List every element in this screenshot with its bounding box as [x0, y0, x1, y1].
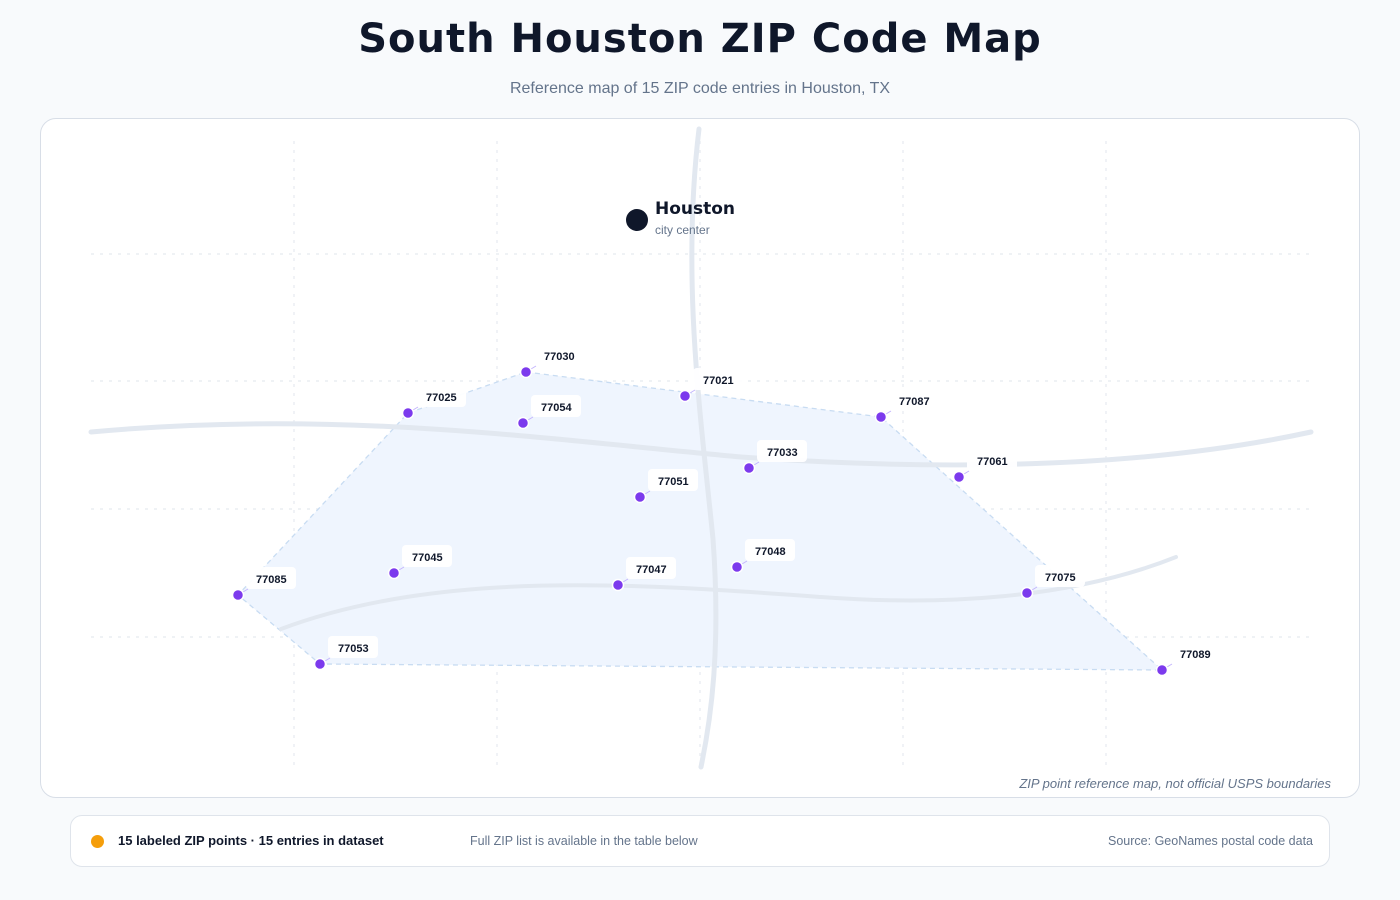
page-title: South Houston ZIP Code Map — [358, 16, 1042, 62]
city-center-marker[interactable]: Houston city center — [626, 199, 735, 237]
zip-point[interactable] — [519, 365, 533, 379]
zip-label-background — [246, 567, 296, 589]
zip-point[interactable] — [678, 389, 692, 403]
zip-marker[interactable]: 77021 — [678, 368, 744, 403]
zip-label-background — [416, 385, 466, 407]
legend-dot-icon — [91, 835, 104, 848]
zip-label: 77033 — [767, 447, 798, 459]
zip-marker[interactable]: 77025 — [401, 385, 467, 420]
zip-point[interactable] — [313, 657, 327, 671]
zip-point[interactable] — [387, 566, 401, 580]
zip-label: 77051 — [658, 476, 689, 488]
road-north-south — [689, 126, 719, 770]
city-name: Houston — [655, 199, 735, 219]
legend-count: 15 labeled ZIP points · 15 entries in da… — [118, 833, 384, 848]
zip-marker[interactable]: 77061 — [952, 449, 1018, 484]
zip-marker[interactable]: 77053 — [313, 636, 379, 671]
road-south — [279, 555, 1178, 631]
zip-point[interactable] — [1020, 586, 1034, 600]
zip-label-background — [534, 344, 584, 366]
zip-label-background — [745, 539, 795, 561]
legend-bar: 15 labeled ZIP points · 15 entries in da… — [70, 815, 1330, 867]
data-source: Source: GeoNames postal code data — [1108, 834, 1313, 848]
zip-label: 77053 — [338, 643, 369, 655]
page-subtitle: Reference map of 15 ZIP code entries in … — [509, 80, 891, 97]
zip-marker[interactable]: 77047 — [611, 557, 677, 592]
zip-label: 77030 — [544, 351, 575, 363]
zip-label-background — [693, 368, 743, 390]
zip-label: 77054 — [541, 402, 572, 414]
zip-label: 77085 — [256, 574, 287, 586]
map-canvas[interactable]: Houston city center 77030 77021 77087 77025… — [41, 119, 1359, 797]
city-caption: city center — [655, 223, 710, 237]
zip-label-background — [626, 557, 676, 579]
zip-label-background — [648, 469, 698, 491]
zip-label-background — [1035, 565, 1085, 587]
zip-point[interactable] — [952, 470, 966, 484]
city-center-dot — [626, 209, 648, 231]
zip-label: 77089 — [1180, 649, 1211, 661]
zip-marker[interactable]: 77085 — [231, 567, 297, 602]
zip-point[interactable] — [1155, 663, 1169, 677]
zip-point[interactable] — [874, 410, 888, 424]
road-east-west — [88, 421, 1314, 468]
zip-marker[interactable]: 77048 — [730, 539, 796, 574]
zip-label: 77061 — [977, 456, 1008, 468]
zip-label: 77075 — [1045, 572, 1076, 584]
zip-label: 77045 — [412, 552, 443, 564]
zip-marker[interactable]: 77033 — [742, 440, 808, 475]
zip-point[interactable] — [742, 461, 756, 475]
roads — [88, 126, 1314, 770]
zip-point[interactable] — [231, 588, 245, 602]
map-disclaimer: ZIP point reference map, not official US… — [1019, 776, 1331, 791]
zip-marker[interactable]: 77051 — [633, 469, 699, 504]
zip-point[interactable] — [401, 406, 415, 420]
zip-list-note: Full ZIP list is available in the table … — [470, 834, 698, 848]
zip-point[interactable] — [633, 490, 647, 504]
zip-label: 77048 — [755, 546, 786, 558]
zip-point[interactable] — [516, 416, 530, 430]
zip-label-background — [531, 395, 581, 417]
zip-label-background — [967, 449, 1017, 471]
zip-label: 77025 — [426, 392, 457, 404]
zip-label-background — [402, 545, 452, 567]
zip-label: 77087 — [899, 396, 930, 408]
zip-marker[interactable]: 77089 — [1155, 642, 1221, 677]
zip-marker[interactable]: 77087 — [874, 389, 940, 424]
zip-label-background — [1170, 642, 1220, 664]
zip-marker[interactable]: 77045 — [387, 545, 453, 580]
zip-label: 77047 — [636, 564, 667, 576]
zip-label: 77021 — [703, 375, 734, 387]
zip-point[interactable] — [611, 578, 625, 592]
map-panel[interactable]: Houston city center 77030 77021 77087 77025… — [40, 118, 1360, 798]
zip-marker[interactable]: 77054 — [516, 395, 582, 430]
zip-points-layer: 77030 77021 77087 77025 77054 77033 77061 77051… — [231, 344, 1221, 677]
zip-marker[interactable]: 77075 — [1020, 565, 1086, 600]
zip-label-background — [889, 389, 939, 411]
zip-label-background — [328, 636, 378, 658]
zip-marker[interactable]: 77030 — [519, 344, 585, 379]
zip-label-background — [757, 440, 807, 462]
zip-point[interactable] — [730, 560, 744, 574]
